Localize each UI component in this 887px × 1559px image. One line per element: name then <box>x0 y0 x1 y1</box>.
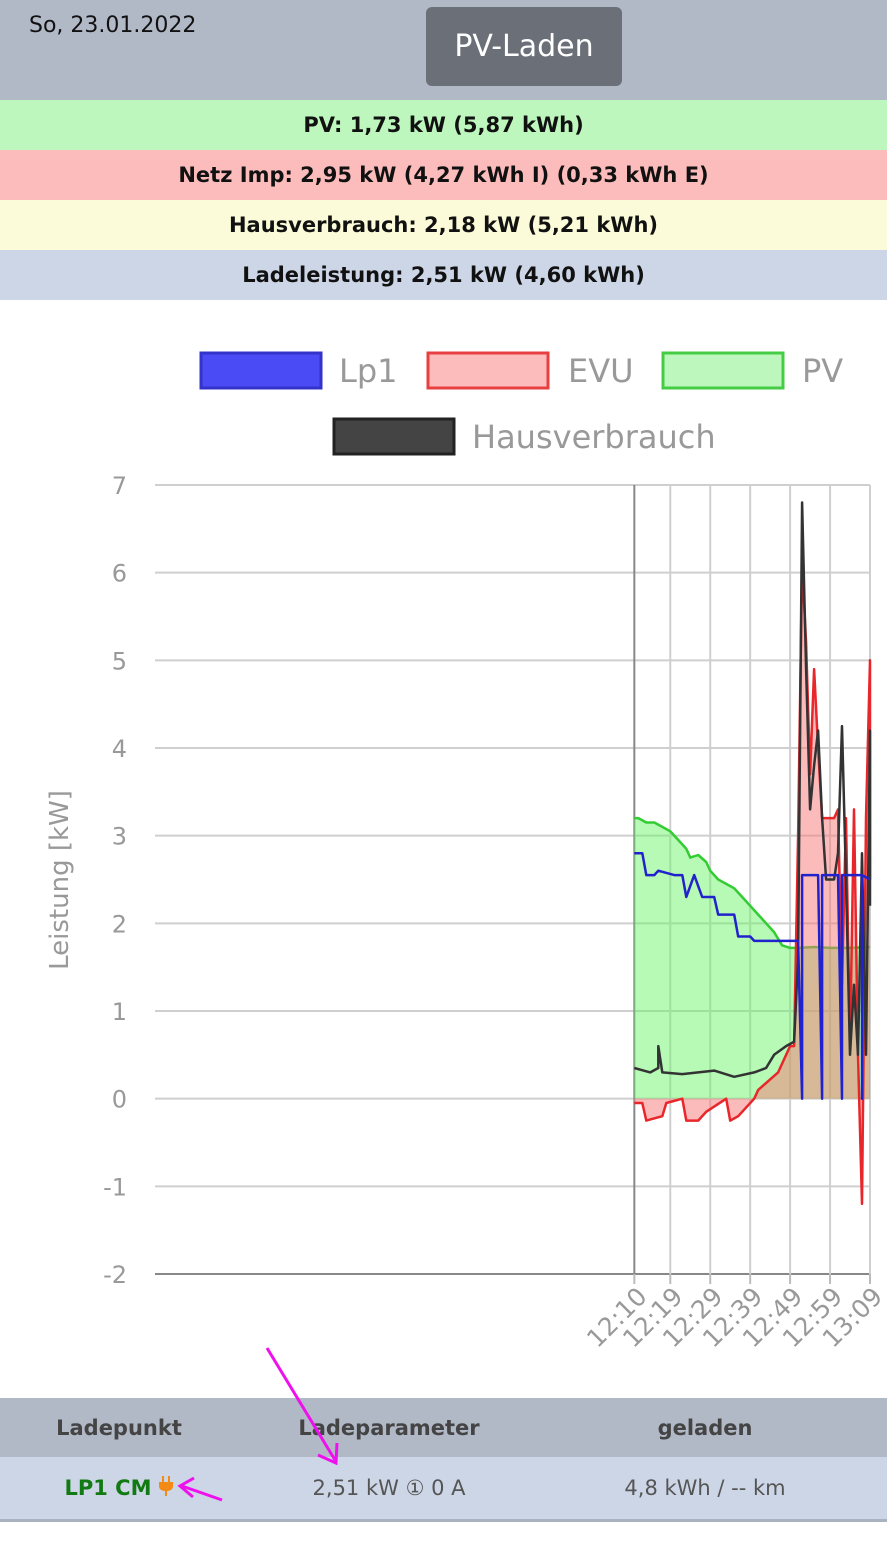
y-tick-label: -2 <box>103 1261 127 1289</box>
legend-swatch <box>199 351 323 390</box>
y-axis-label: Leistung [kW] <box>45 790 75 970</box>
legend-swatch <box>426 351 550 390</box>
chart-legend: Lp1 EVU PV Hausverbrauch <box>199 351 843 456</box>
plug-icon <box>158 1475 174 1501</box>
house-consumption-summary: Hausverbrauch: 2,18 kW (5,21 kWh) <box>0 200 887 250</box>
y-tick-label: 2 <box>112 910 127 938</box>
y-tick-label: 7 <box>112 472 127 500</box>
chargepoint-name[interactable]: LP1 CM <box>64 1476 152 1500</box>
table-row[interactable]: LP1 CM 2,51 kW ① 0 A 4,8 kWh / -- km <box>0 1457 887 1522</box>
chart-series <box>633 501 872 1206</box>
header-ladepunkt: Ladepunkt <box>56 1415 182 1440</box>
y-tick-label: 4 <box>112 735 127 763</box>
top-bar: So, 23.01.2022 PV-Laden <box>0 0 887 100</box>
y-tick-label: 0 <box>112 1086 127 1114</box>
y-tick-label: 6 <box>112 560 127 588</box>
y-tick-label: 3 <box>112 823 127 851</box>
legend-label: EVU <box>568 352 634 390</box>
y-tick-label: -1 <box>103 1173 127 1201</box>
chargepoint-name-cell[interactable]: LP1 CM <box>0 1457 238 1519</box>
legend-label: Lp1 <box>339 352 398 390</box>
y-tick-label: 1 <box>112 998 127 1026</box>
series-line-lp1 <box>634 851 871 1100</box>
legend-label: PV <box>802 352 843 390</box>
charge-mode-button[interactable]: PV-Laden <box>426 7 622 86</box>
y-tick-label: 5 <box>112 647 127 675</box>
series-line-hausverbrauch <box>633 501 872 1079</box>
charged-energy-cell: 4,8 kWh / -- km <box>624 1476 786 1500</box>
date-label: So, 23.01.2022 <box>29 13 197 38</box>
charging-power-summary: Ladeleistung: 2,51 kW (4,60 kWh) <box>0 250 887 300</box>
legend-label: Hausverbrauch <box>472 418 716 456</box>
legend-swatch <box>332 417 456 456</box>
chart-grid <box>155 484 871 1284</box>
table-header: Ladepunkt Ladeparameter geladen <box>0 1398 887 1457</box>
legend-swatch <box>661 351 785 390</box>
header-geladen: geladen <box>657 1415 753 1440</box>
header-ladeparameter: Ladeparameter <box>298 1415 480 1440</box>
pv-summary: PV: 1,73 kW (5,87 kWh) <box>0 100 887 150</box>
charge-params-cell: 2,51 kW ① 0 A <box>312 1476 466 1500</box>
series-area-evu <box>634 563 870 1204</box>
grid-summary: Netz Imp: 2,95 kW (4,27 kWh I) (0,33 kWh… <box>0 150 887 200</box>
chart-axes: 76543210-1-212:1012:1912:2912:3912:4912:… <box>103 472 887 1353</box>
